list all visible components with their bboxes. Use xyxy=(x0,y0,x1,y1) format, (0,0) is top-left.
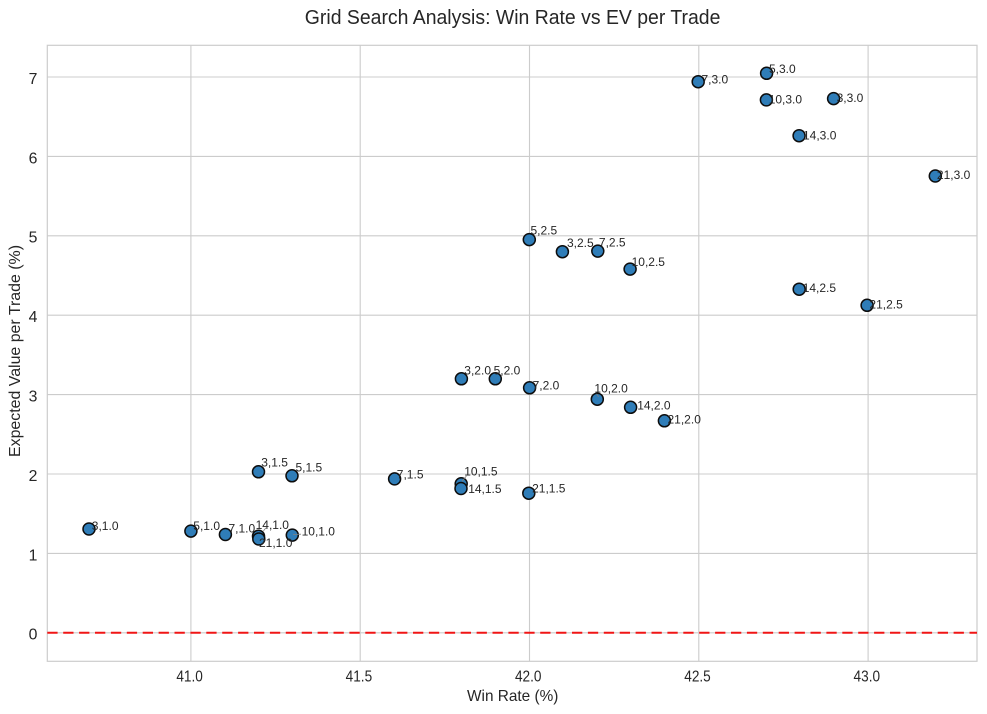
svg-text:Expected Value per Trade (%): Expected Value per Trade (%) xyxy=(7,245,24,457)
svg-text:7,3.0: 7,3.0 xyxy=(702,72,729,86)
svg-text:6: 6 xyxy=(29,150,38,167)
svg-text:21,1.5: 21,1.5 xyxy=(532,482,566,496)
svg-text:5,2.0: 5,2.0 xyxy=(494,363,521,377)
svg-text:10,2.0: 10,2.0 xyxy=(594,382,628,396)
svg-text:0: 0 xyxy=(29,627,38,644)
svg-text:14,2.5: 14,2.5 xyxy=(803,281,837,295)
svg-text:10,1.5: 10,1.5 xyxy=(464,465,498,479)
svg-text:41.0: 41.0 xyxy=(176,669,203,686)
svg-text:21,2.0: 21,2.0 xyxy=(668,413,702,427)
svg-text:41.5: 41.5 xyxy=(346,669,373,686)
svg-text:21,2.5: 21,2.5 xyxy=(869,298,903,312)
svg-text:14,3.0: 14,3.0 xyxy=(803,128,837,142)
svg-text:10,1.0: 10,1.0 xyxy=(302,524,336,538)
svg-text:21,3.0: 21,3.0 xyxy=(937,168,971,182)
svg-text:43.0: 43.0 xyxy=(854,669,881,686)
svg-text:10,2.5: 10,2.5 xyxy=(632,255,666,269)
svg-text:7,1.5: 7,1.5 xyxy=(397,467,424,481)
svg-text:5,1.0: 5,1.0 xyxy=(193,519,220,533)
svg-text:Win Rate (%): Win Rate (%) xyxy=(467,688,558,705)
svg-text:5,1.5: 5,1.5 xyxy=(296,461,323,475)
svg-text:14,1.0: 14,1.0 xyxy=(256,518,290,532)
svg-text:10,3.0: 10,3.0 xyxy=(769,92,803,106)
svg-text:5,2.5: 5,2.5 xyxy=(531,223,558,237)
svg-text:7,2.5: 7,2.5 xyxy=(599,235,626,249)
svg-text:3,3.0: 3,3.0 xyxy=(837,91,864,105)
svg-text:14,1.5: 14,1.5 xyxy=(468,482,502,496)
svg-text:7,1.0: 7,1.0 xyxy=(229,522,256,536)
svg-text:42.5: 42.5 xyxy=(684,669,711,686)
svg-text:21,1.0: 21,1.0 xyxy=(259,536,293,550)
svg-text:5,3.0: 5,3.0 xyxy=(769,62,796,76)
svg-text:5: 5 xyxy=(29,230,38,247)
svg-text:3,1.0: 3,1.0 xyxy=(92,519,119,533)
svg-text:7,2.0: 7,2.0 xyxy=(533,379,560,393)
svg-text:4: 4 xyxy=(29,309,38,326)
svg-text:14,2.0: 14,2.0 xyxy=(637,399,671,413)
svg-text:7: 7 xyxy=(29,71,38,88)
svg-text:3,2.5: 3,2.5 xyxy=(567,236,594,250)
svg-text:1: 1 xyxy=(29,547,38,564)
svg-text:Grid Search Analysis: Win Rate: Grid Search Analysis: Win Rate vs EV per… xyxy=(305,7,721,29)
svg-text:3,2.0: 3,2.0 xyxy=(464,363,491,377)
svg-text:3: 3 xyxy=(29,389,38,406)
svg-text:2: 2 xyxy=(29,468,38,485)
svg-text:42.0: 42.0 xyxy=(515,669,542,686)
svg-text:3,1.5: 3,1.5 xyxy=(261,456,288,470)
